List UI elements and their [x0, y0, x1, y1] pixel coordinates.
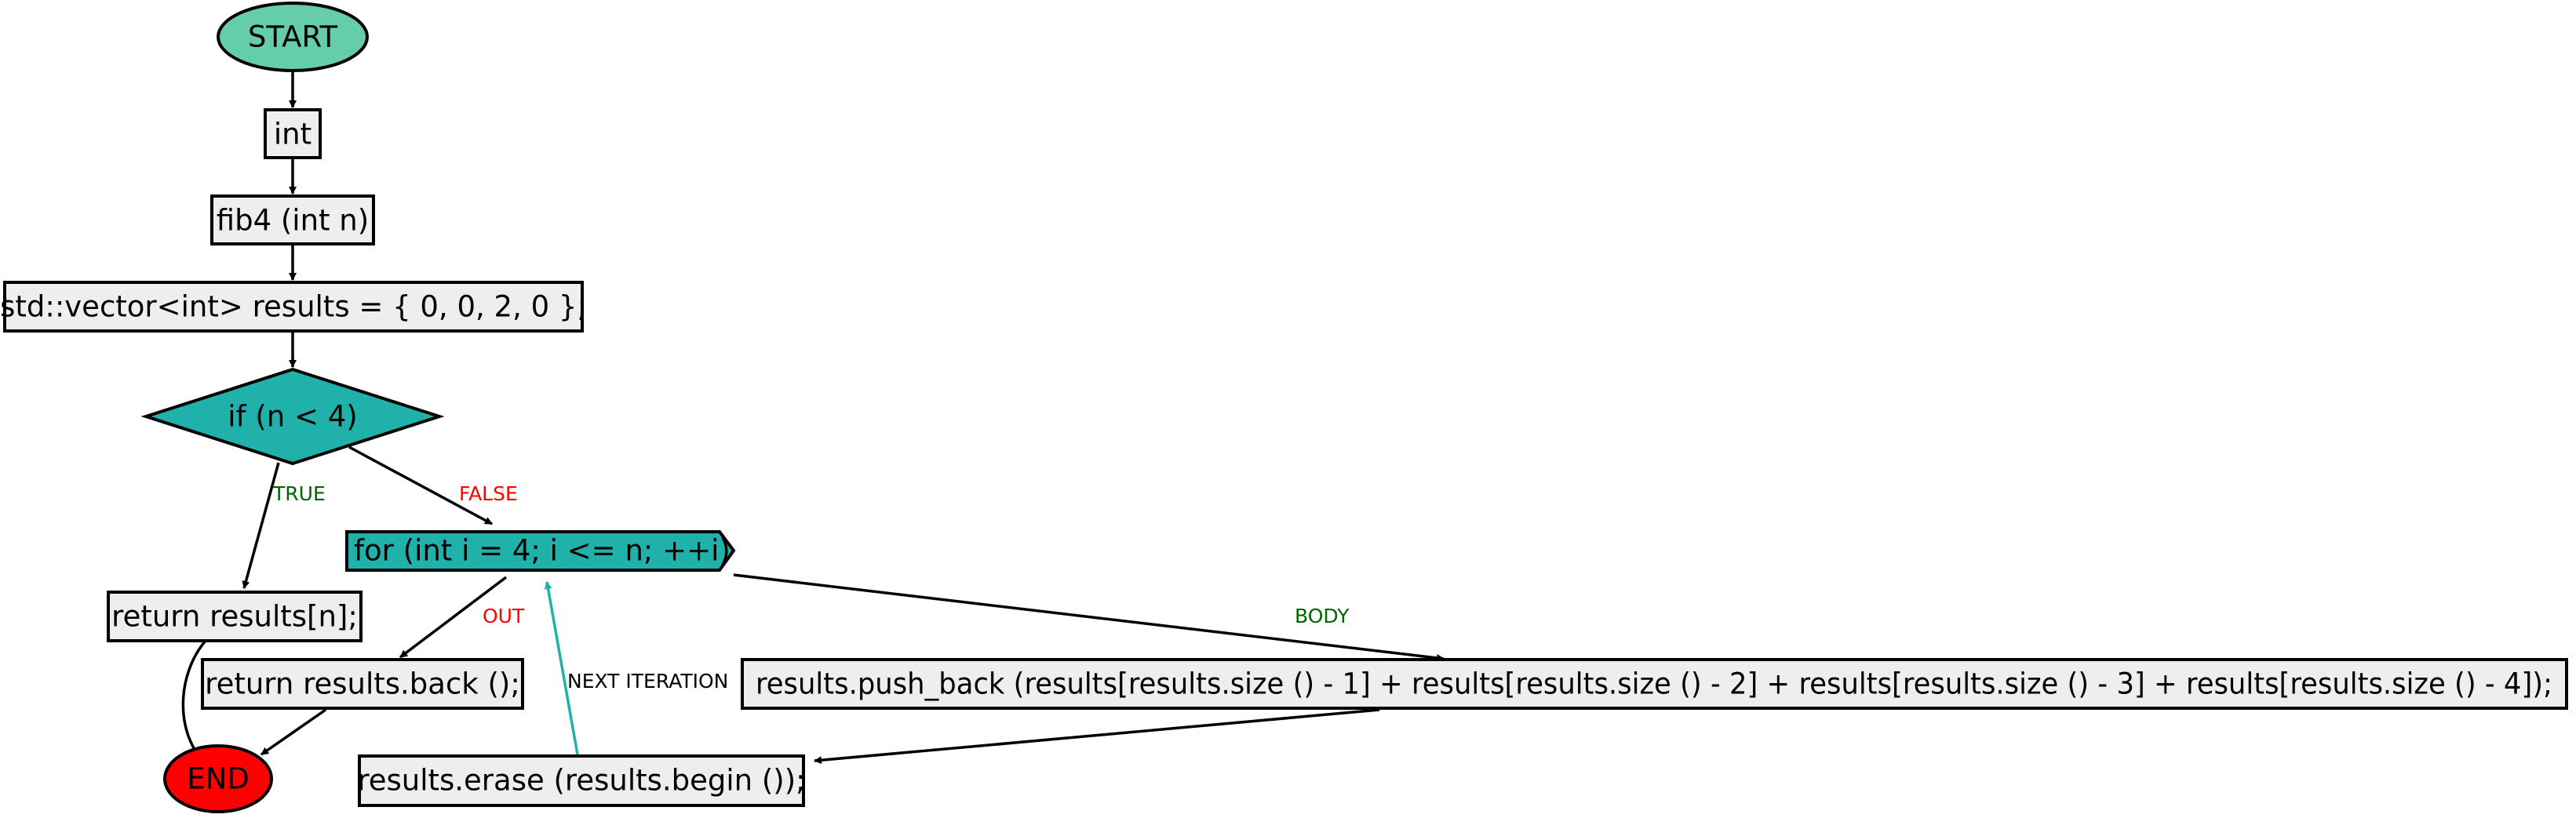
edge-for-body	[733, 573, 1445, 662]
edge-condition-false	[348, 445, 493, 525]
erase-label: results.erase (results.begin ());	[357, 764, 805, 798]
function-signature-node: fib4 (int n)	[210, 195, 375, 245]
function-signature-label: fib4 (int n)	[217, 204, 369, 238]
return-type-box	[264, 108, 322, 159]
erase-node: results.erase (results.begin ());	[357, 754, 806, 807]
return-back-node: return results.back ();	[201, 658, 524, 710]
edge-erase-next-iteration	[544, 581, 579, 755]
return-n-node: return results[n];	[107, 591, 363, 642]
condition-node: if (n < 4)	[140, 367, 445, 466]
edge-condition-true	[242, 462, 280, 589]
edge-label-next-iteration: NEXT ITERATION	[567, 670, 728, 693]
init-box	[3, 281, 584, 333]
return-type-label: int	[274, 118, 312, 151]
for-loop-shape	[345, 530, 736, 572]
init-label: std::vector<int> results = { 0, 0, 2, 0 …	[0, 290, 587, 324]
edge-label-true: TRUE	[272, 482, 326, 505]
return-back-box	[201, 658, 524, 710]
for-loop-label: for (int i = 4; i <= n; ++i)	[354, 534, 731, 568]
return-back-label: return results.back ();	[205, 667, 520, 701]
start-node: START	[217, 2, 369, 72]
edges	[181, 71, 1445, 772]
edge-label-false: FALSE	[459, 482, 518, 505]
end-ellipse	[163, 744, 273, 813]
start-label: START	[248, 20, 338, 54]
push-back-node: results.push_back (results[results.size …	[741, 658, 2568, 710]
condition-label: if (n < 4)	[228, 400, 357, 434]
end-node: END	[163, 744, 273, 813]
start-ellipse	[217, 2, 369, 72]
return-n-box	[107, 591, 363, 642]
edge-label-out: OUT	[483, 605, 525, 627]
for-loop-node: for (int i = 4; i <= n; ++i)	[345, 530, 736, 572]
edge-labels: TRUE FALSE OUT BODY NEXT ITERATION	[272, 482, 1350, 693]
init-node: std::vector<int> results = { 0, 0, 2, 0 …	[0, 281, 587, 333]
push-back-label: results.push_back (results[results.size …	[756, 667, 2552, 701]
edge-return-back-to-end	[261, 708, 326, 756]
return-n-label: return results[n];	[111, 600, 358, 634]
condition-diamond	[140, 367, 445, 466]
erase-box	[358, 754, 805, 807]
edge-label-body: BODY	[1295, 605, 1350, 627]
function-signature-box	[210, 195, 375, 245]
push-back-box	[741, 658, 2568, 710]
return-type-node: int	[264, 108, 322, 159]
end-label: END	[187, 762, 250, 796]
edge-for-out	[399, 576, 508, 659]
edge-push-to-erase	[814, 708, 1380, 765]
